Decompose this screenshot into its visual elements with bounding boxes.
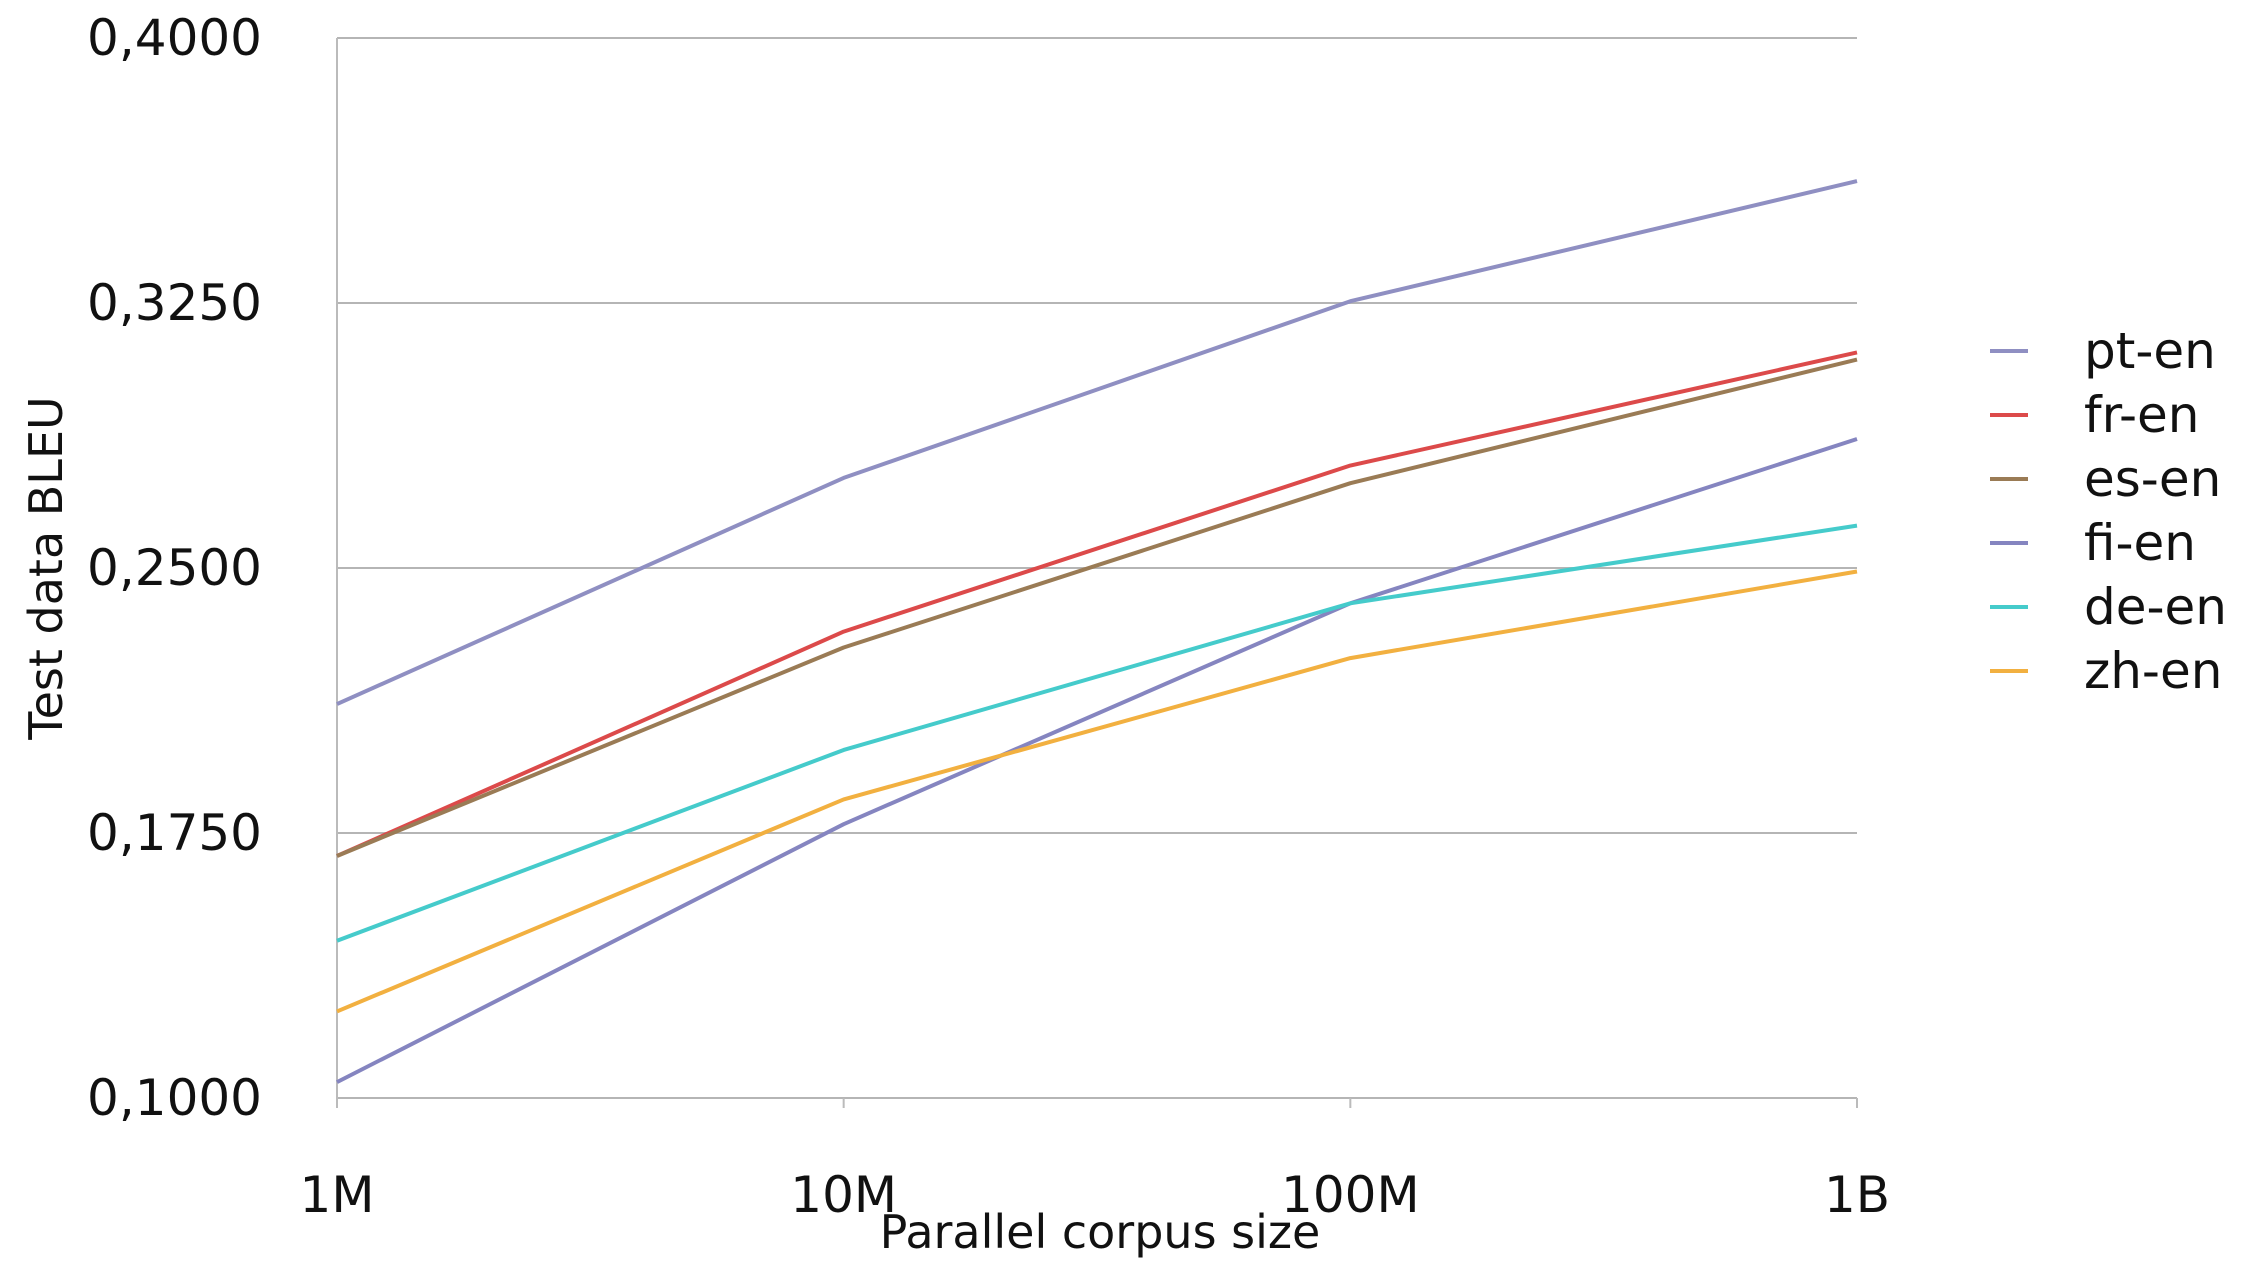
grid-lines — [337, 37, 1857, 1099]
y-tick-label: 0,3250 — [87, 274, 262, 332]
series-line-de-en — [336, 523, 1858, 943]
legend-label-fi-en: fi-en — [2084, 514, 2196, 572]
x-axis-title: Parallel corpus size — [880, 1205, 1321, 1259]
series-lines — [336, 179, 1858, 1084]
y-tick-label: 0,1000 — [87, 1069, 262, 1127]
series-line-es-en — [336, 357, 1858, 858]
series-line-fr-en — [336, 350, 1858, 858]
x-tick-label: 100M — [1281, 1166, 1420, 1224]
legend-label-pt-en: pt-en — [2084, 322, 2216, 380]
y-tick-label: 0,4000 — [87, 9, 262, 67]
legend-label-fr-en: fr-en — [2084, 386, 2199, 444]
legend-label-zh-en: zh-en — [2084, 642, 2222, 700]
x-tick-label: 1M — [300, 1166, 375, 1224]
y-axis-title: Test data BLEU — [19, 396, 73, 740]
series-line-pt-en — [336, 179, 1858, 706]
legend: pt-en fr-en es-en fi-en de-en zh-en — [1990, 322, 2227, 700]
x-tick-label: 1B — [1824, 1166, 1890, 1224]
series-line-zh-en — [336, 569, 1858, 1014]
series-line-fi-en — [336, 437, 1858, 1084]
legend-label-es-en: es-en — [2084, 450, 2221, 508]
y-tick-label: 0,1750 — [87, 804, 262, 862]
x-tick-labels: 1M 10M 100M 1B — [300, 1098, 1890, 1224]
legend-label-de-en: de-en — [2084, 578, 2227, 636]
y-tick-labels: 0,1000 0,1750 0,2500 0,3250 0,4000 — [87, 9, 262, 1127]
x-tick-label: 10M — [790, 1166, 897, 1224]
y-tick-label: 0,2500 — [87, 539, 262, 597]
